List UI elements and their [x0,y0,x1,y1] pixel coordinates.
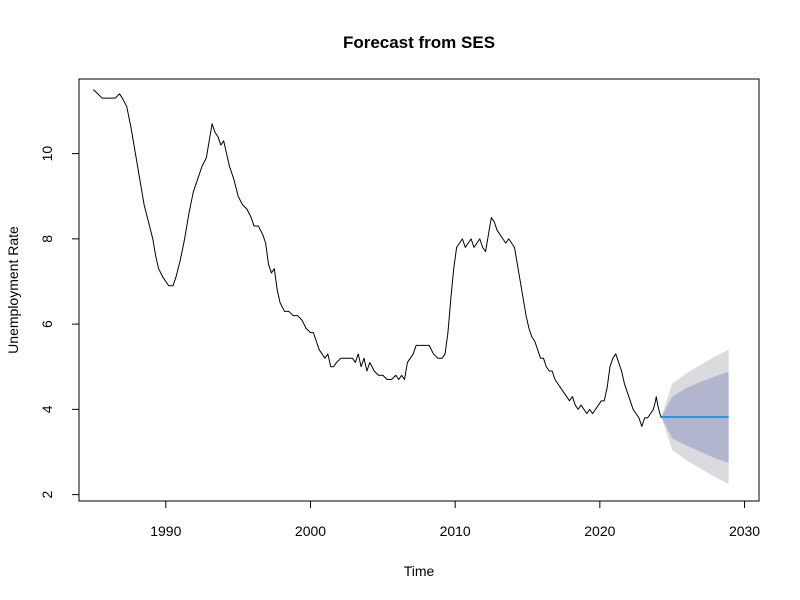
observed-line [93,89,662,427]
x-axis-label: Time [404,563,435,579]
y-tick-label: 4 [39,405,55,413]
y-tick-label: 6 [39,320,55,328]
x-tick-label: 2020 [584,523,615,539]
y-axis-label: Unemployment Rate [5,226,21,354]
y-tick-label: 2 [39,491,55,499]
y-tick-label: 10 [39,146,55,162]
x-tick-label: 2010 [440,523,471,539]
x-tick-label: 2000 [295,523,326,539]
series-lines [93,89,729,427]
x-axis: 1990 2000 2010 2020 2030 [150,500,760,539]
plot-frame [78,78,760,502]
x-tick-label: 2030 [729,523,760,539]
chart-title: Forecast from SES [343,33,495,52]
y-axis: 2 4 6 8 10 [39,146,80,499]
y-tick-label: 8 [39,235,55,243]
x-tick-label: 1990 [150,523,181,539]
